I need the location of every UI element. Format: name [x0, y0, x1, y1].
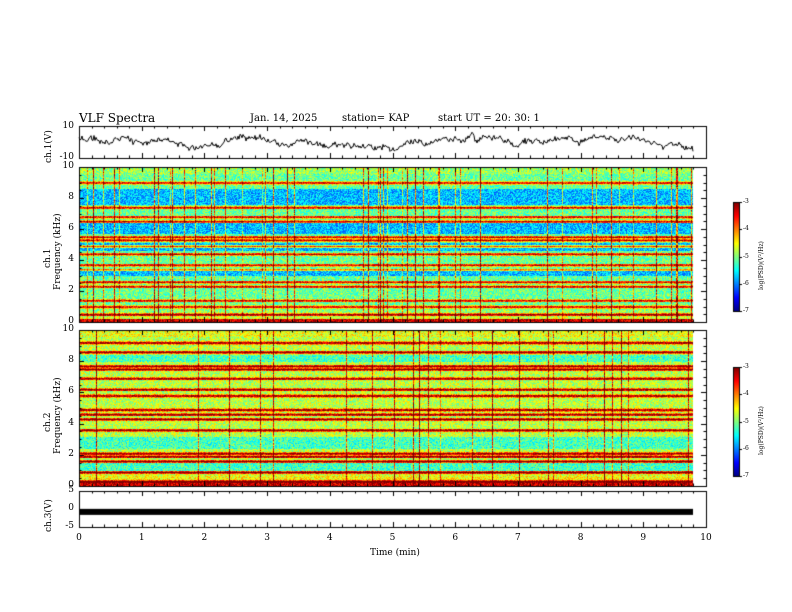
ch1-ylabel: ch.1(V) — [44, 130, 54, 163]
colorbar-tick-label: -7 — [743, 472, 749, 479]
ch1-colorbar-label: log(PSD)(V²/Hz) — [758, 241, 765, 290]
station-label: station= KAP — [342, 113, 410, 124]
x-tick-label: 5 — [389, 533, 396, 543]
ch3-y-tick-label: 5 — [68, 485, 74, 495]
ch1-y-tick-label: -10 — [59, 152, 75, 162]
freq-y-tick-label: 4 — [68, 254, 74, 264]
freq-y-tick-label: 10 — [62, 161, 74, 171]
ch2-freq-ylabel: Frequency (kHz) — [53, 377, 63, 454]
freq-y-tick-label: 4 — [68, 417, 74, 428]
freq-y-tick-label: 2 — [68, 448, 74, 459]
colorbar-tick-label: -4 — [743, 390, 749, 398]
freq-y-tick-label: 10 — [62, 324, 74, 334]
ch3-ylabel: ch.3(V) — [44, 499, 54, 532]
freq-y-tick-label: 8 — [68, 355, 74, 366]
ch3-y-tick-label: 0 — [68, 503, 74, 513]
colorbar-tick-label: -6 — [743, 444, 749, 452]
ch1-freq-ylabel: Frequency (kHz) — [53, 213, 63, 290]
freq-y-tick-label: 0 — [68, 480, 74, 490]
ch1-y-tick-label: 10 — [62, 121, 74, 131]
figure-title: VLF Spectra — [79, 111, 156, 125]
date-label: Jan. 14, 2025 — [250, 113, 318, 124]
colorbar-tick-label: -5 — [743, 252, 749, 260]
x-tick-label: 4 — [326, 533, 333, 543]
x-tick-label: 1 — [138, 533, 145, 543]
x-tick-label: 8 — [577, 533, 584, 543]
freq-y-tick-label: 2 — [68, 285, 74, 295]
x-tick-label: 9 — [640, 533, 647, 543]
x-tick-label: 10 — [700, 533, 712, 543]
x-tick-label: 3 — [264, 533, 270, 543]
start-time-label: start UT = 20: 30: 1 — [438, 113, 540, 124]
x-tick-label: 6 — [452, 533, 459, 543]
x-tick-label: 7 — [515, 533, 521, 543]
colorbar-tick-label: -6 — [743, 279, 749, 287]
colorbar-tick-label: -4 — [743, 225, 749, 233]
ch3-y-tick-label: -5 — [65, 521, 74, 531]
freq-y-tick-label: 6 — [68, 386, 74, 397]
ch2-colorbar-label: log(PSD)(V²/Hz) — [758, 406, 765, 455]
colorbar-tick-label: -5 — [743, 417, 749, 425]
x-tick-label: 2 — [201, 533, 208, 543]
freq-y-tick-label: 6 — [68, 223, 74, 233]
freq-y-tick-label: 8 — [68, 192, 74, 202]
freq-y-tick-label: 0 — [68, 316, 74, 326]
colorbar-tick-label: -7 — [743, 307, 749, 314]
x-tick-label: 0 — [76, 533, 82, 543]
ch1-channel-label: ch.1 — [43, 248, 53, 268]
ch2-channel-label: ch.2 — [43, 412, 53, 432]
colorbar-tick-label: -3 — [743, 363, 749, 370]
colorbar-tick-label: -3 — [743, 198, 749, 205]
x-axis-label: Time (min) — [370, 548, 420, 558]
